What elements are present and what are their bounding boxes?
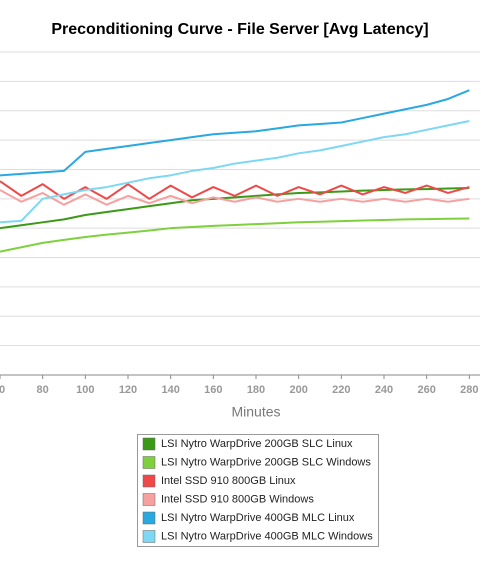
line-series [0,189,470,206]
x-tick-label: 180 [247,384,265,396]
line-series [0,217,470,253]
legend-label: LSI Nytro WarpDrive 400GB MLC Windows [161,530,373,542]
x-tick-label: 200 [289,384,307,396]
x-tick-label: 220 [332,384,350,396]
line-series [0,89,470,177]
legend-swatch [142,493,156,506]
x-tick-label: 80 [37,384,49,396]
legend-swatch [142,474,156,488]
legend-label: LSI Nytro WarpDrive 200GB SLC Linux [161,438,353,450]
line-series [0,120,470,224]
x-tick-label: 160 [204,384,222,396]
x-tick-label: 120 [119,384,137,396]
legend-label: Intel SSD 910 800GB Linux [161,475,296,487]
legend-swatch [142,456,156,469]
legend-swatch [142,437,156,451]
x-tick-label: 240 [375,384,393,396]
legend-box [137,434,379,547]
legend-label: Intel SSD 910 800GB Windows [161,493,314,505]
chart-title: Preconditioning Curve - File Server [Avg… [51,21,428,38]
legend-label: LSI Nytro WarpDrive 200GB SLC Windows [161,456,371,468]
x-tick-label: 140 [161,384,179,396]
x-tick-label: 260 [417,384,435,396]
legend-label: LSI Nytro WarpDrive 400GB MLC Linux [161,512,355,524]
x-tick-label: 0 [0,384,5,396]
x-axis-label: Minutes [231,404,280,420]
x-tick-label: 100 [76,384,94,396]
legend-swatch [142,530,156,543]
x-tick-label: 280 [460,384,478,396]
legend-swatch [142,511,156,525]
